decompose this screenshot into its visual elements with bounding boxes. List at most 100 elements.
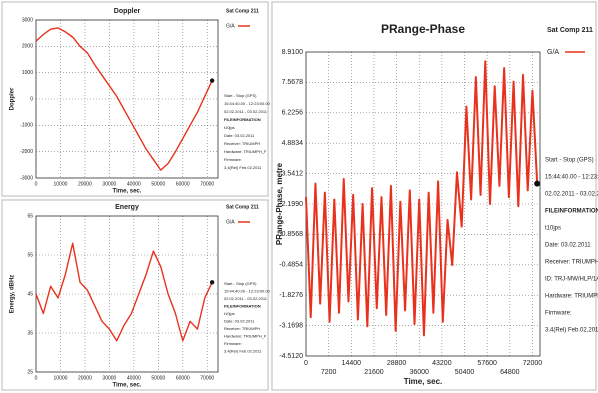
- info-text: Start - Stop (GPS): [545, 158, 594, 164]
- x-tick-label: 43200: [432, 360, 452, 367]
- x-tick-label: 0: [304, 360, 308, 367]
- info-text: 3.4(Rel) Feb.02.2011: [224, 165, 262, 170]
- y-tick-label: -4.5120: [279, 353, 303, 360]
- info-text: Firmware:: [224, 157, 242, 162]
- end-marker: [209, 78, 215, 83]
- y-axis-label: Energy, dBHz: [10, 275, 16, 314]
- legend-label: G/A: [547, 49, 559, 56]
- y-tick-label: -3.1698: [279, 322, 303, 329]
- x-tick-label: 40000: [127, 181, 141, 187]
- y-tick-label: 3.5412: [282, 170, 304, 177]
- info-text: 02.02.2011 - 03.02.2011: [224, 296, 268, 301]
- x-tick-label: 28800: [387, 360, 407, 367]
- sat-label: Sat Comp 211: [547, 27, 593, 34]
- info-text: Receiver: TRIUMPH: [224, 141, 260, 146]
- info-text: 3.4(Rel) Feb.02.2011: [545, 328, 598, 334]
- x-tick-label: 64800: [500, 369, 520, 376]
- end-marker: [534, 180, 541, 187]
- y-tick-label: 0.8568: [282, 231, 304, 238]
- info-text: 15:44:40.00 - 12:23:00.00: [224, 289, 271, 294]
- y-tick-label: 2000: [22, 44, 33, 50]
- x-tick-label: 40000: [127, 375, 141, 381]
- x-tick-label: 50000: [151, 375, 165, 381]
- x-tick-label: 50400: [455, 369, 475, 376]
- info-text: 15:44:40.00 - 12:23:00.00: [224, 101, 271, 106]
- y-tick-label: 35: [27, 330, 33, 336]
- info-text: FILEINFORMATION: [545, 209, 598, 215]
- x-tick-label: 20000: [78, 181, 92, 187]
- info-text: t10jps: [224, 311, 235, 316]
- x-tick-label: 60000: [176, 181, 190, 187]
- info-text: Firmware:: [224, 341, 242, 346]
- x-axis-label: Time, sec.: [113, 383, 142, 389]
- x-tick-label: 72000: [523, 360, 543, 367]
- x-tick-label: 50000: [151, 181, 165, 187]
- info-text: Hardware: TRIUMPH_F: [224, 334, 267, 339]
- info-text: 02.02.2011 - 03.02.2011: [545, 192, 598, 198]
- x-tick-label: 36000: [409, 369, 429, 376]
- y-tick-label: 8.9100: [282, 49, 304, 56]
- info-text: Firmware:: [545, 311, 572, 317]
- y-tick-label: 45: [27, 291, 33, 297]
- info-text: FILEINFORMATION: [224, 117, 261, 122]
- info-text: Hardware: TRIUMPH_F: [545, 294, 598, 300]
- end-marker: [209, 280, 215, 285]
- x-tick-label: 0: [35, 181, 38, 187]
- y-tick-label: 2.1990: [282, 201, 304, 208]
- y-tick-label: 4.8834: [282, 140, 304, 147]
- x-tick-label: 7200: [321, 369, 337, 376]
- info-text: 15:44:40.00 - 12:23:00.00: [545, 175, 598, 181]
- info-text: Receiver: TRIUMPH: [545, 260, 598, 266]
- y-axis-label: PRange-Phase, metre: [275, 162, 284, 245]
- y-tick-label: 65: [27, 213, 33, 219]
- info-text: 3.4(Rel) Feb.02.2011: [224, 349, 262, 354]
- info-text: Date: 03.02.2011: [224, 133, 255, 138]
- y-axis-label: Doppler: [10, 87, 16, 110]
- x-tick-label: 30000: [102, 181, 116, 187]
- legend-label: G/A: [226, 23, 235, 29]
- data-line: [35, 242, 213, 342]
- x-tick-label: 10000: [54, 181, 68, 187]
- y-tick-label: 1000: [22, 70, 33, 76]
- chart-title: Doppler: [114, 8, 141, 15]
- x-tick-label: 21600: [364, 369, 384, 376]
- y-tick-label: -3000: [20, 175, 33, 181]
- info-text: 02.02.2011 - 03.02.2011: [224, 109, 268, 114]
- y-tick-label: -1.8276: [279, 292, 303, 299]
- info-text: Receiver: TRIUMPH: [224, 326, 260, 331]
- y-tick-label: -0.4854: [279, 262, 303, 269]
- info-text: Start - Stop (GPS): [224, 93, 257, 98]
- x-tick-label: 20000: [78, 375, 92, 381]
- x-tick-label: 30000: [102, 375, 116, 381]
- info-text: ID: TRJ-MW/HLP/1A40: [545, 277, 598, 283]
- y-tick-label: 3000: [22, 17, 33, 23]
- info-text: Hardware: TRIUMPH_F: [224, 149, 267, 154]
- x-tick-label: 14400: [342, 360, 362, 367]
- y-tick-label: -1000: [20, 123, 33, 129]
- x-tick-label: 60000: [176, 375, 190, 381]
- y-tick-label: -2000: [20, 149, 33, 155]
- info-text: t10jps: [545, 226, 561, 232]
- info-text: t10jps: [224, 125, 235, 130]
- x-tick-label: 57600: [477, 360, 497, 367]
- x-tick-label: 0: [35, 375, 38, 381]
- x-axis-label: Time, sec.: [113, 189, 142, 195]
- data-line: [35, 27, 213, 171]
- info-text: Start - Stop (GPS): [224, 281, 257, 286]
- sat-label: Sat Comp 211: [226, 204, 259, 210]
- axes-frame: [35, 19, 219, 179]
- info-text: Date: 03.02.2011: [545, 243, 591, 249]
- legend-label: G/A: [226, 219, 235, 225]
- info-text: Date: 03.02.2011: [224, 319, 255, 324]
- chart-title: Energy: [115, 204, 139, 211]
- y-tick-label: 6.2256: [282, 110, 304, 117]
- info-text: FILEINFORMATION: [224, 304, 261, 309]
- y-tick-label: 0: [30, 96, 33, 102]
- x-tick-label: 70000: [200, 375, 214, 381]
- chart-title: PRange-Phase: [381, 22, 465, 36]
- sat-label: Sat Comp 211: [226, 8, 259, 14]
- x-axis-label: Time, sec.: [404, 377, 443, 386]
- data-line: [305, 60, 539, 337]
- y-tick-label: 55: [27, 252, 33, 258]
